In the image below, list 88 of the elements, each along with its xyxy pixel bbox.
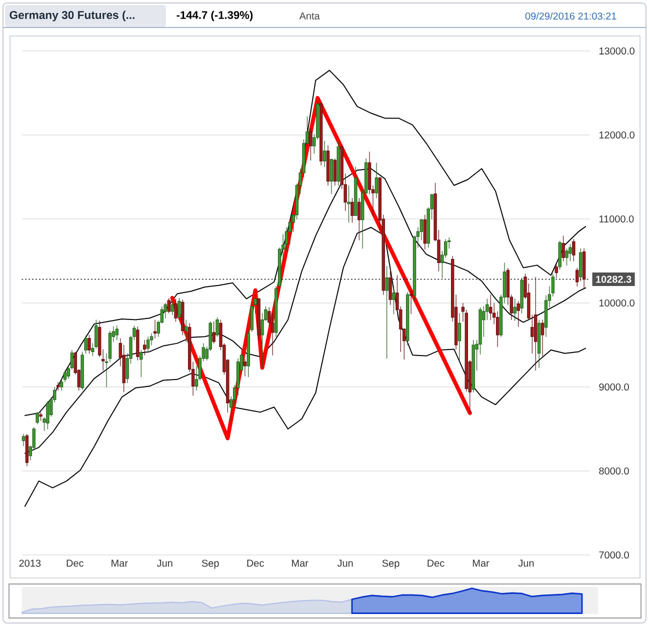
ref-line-label: 10282.3 — [596, 276, 632, 283]
candlestick — [330, 159, 334, 194]
candlestick — [538, 319, 541, 368]
candlestick — [115, 325, 119, 340]
candlestick — [36, 412, 39, 424]
candlestick — [174, 298, 178, 322]
candlestick — [540, 319, 544, 356]
candlestick — [88, 334, 91, 354]
y-tick-label: 8000.0 — [599, 467, 629, 475]
candlestick — [25, 434, 29, 466]
candlestick — [216, 316, 219, 337]
x-tick-label: 2013 — [19, 560, 41, 567]
x-tick-label: Dec — [66, 560, 84, 567]
candlestick — [184, 319, 188, 342]
candlestick — [423, 214, 426, 250]
candlestick — [558, 240, 562, 270]
x-tick-label: Mar — [292, 560, 308, 567]
y-tick-label: 11000.0 — [599, 215, 634, 223]
candlestick — [350, 198, 354, 223]
candlestick — [146, 336, 150, 352]
candlestick — [409, 290, 413, 314]
candlestick — [98, 320, 102, 358]
candlestick — [534, 276, 538, 370]
line-series — [24, 226, 586, 507]
candlestick — [554, 264, 558, 278]
candlestick — [333, 158, 337, 186]
chart-title: Germany 30 Futures (... — [10, 10, 134, 22]
text: 09/29/2016 21:03:21 — [525, 12, 616, 20]
x-tick-label: Dec — [247, 560, 264, 567]
candlestick — [472, 340, 475, 392]
x-tick-label: Jun — [156, 560, 172, 567]
candlestick — [358, 198, 361, 240]
y-tick-label: 10000.0 — [599, 299, 634, 307]
candlestick — [309, 128, 312, 160]
candlestick — [178, 298, 181, 320]
candlestick — [136, 326, 140, 360]
candlestick — [406, 292, 410, 346]
candlestick — [336, 141, 340, 186]
y-tick-label: 7000.0 — [599, 551, 629, 559]
candlestick — [562, 235, 565, 262]
candlestick — [576, 267, 579, 286]
candlestick — [516, 301, 520, 327]
candlestick — [167, 298, 170, 314]
candlestick — [388, 269, 392, 305]
x-tick-label: Jun — [518, 560, 534, 567]
candlestick — [572, 238, 576, 262]
text: -144.7 (-1.39%) — [176, 10, 253, 22]
candlestick — [84, 335, 88, 354]
candlestick — [489, 294, 492, 320]
candlestick — [22, 434, 26, 446]
candlestick — [582, 248, 586, 288]
candlestick — [257, 298, 260, 340]
x-tick-label: Dec — [428, 560, 444, 567]
candlestick — [243, 358, 247, 376]
candlestick — [170, 301, 174, 316]
text: Anta — [299, 12, 320, 20]
candlestick — [385, 266, 388, 359]
candlestick — [181, 299, 184, 336]
candlestick — [101, 348, 105, 370]
candlestick — [212, 321, 216, 344]
candlestick — [322, 140, 326, 168]
x-tick-label: Sep — [202, 560, 219, 569]
candlestick — [56, 382, 60, 391]
y-tick-label: 12000.0 — [599, 131, 634, 139]
candlestick — [153, 319, 157, 339]
candlestick — [46, 400, 50, 430]
candlestick — [140, 350, 143, 378]
candlestick — [520, 277, 524, 314]
candlestick — [568, 244, 572, 262]
x-tick-label: Sep — [382, 560, 400, 569]
y-tick-label: 13000.0 — [599, 47, 634, 55]
y-tick-label: 9000.0 — [599, 383, 629, 391]
candlestick — [80, 351, 84, 390]
candlestick — [579, 248, 582, 282]
candlestick — [354, 166, 358, 216]
x-tick-label: Jun — [337, 560, 353, 567]
x-tick-label: Mar — [112, 560, 128, 567]
candlestick — [143, 340, 146, 356]
candlestick — [39, 412, 42, 421]
candlestick — [565, 248, 568, 266]
candlestick — [392, 286, 396, 314]
x-tick-label: Mar — [472, 560, 490, 567]
candlestick — [458, 312, 462, 362]
candlestick — [326, 144, 330, 186]
candlestick — [246, 330, 250, 378]
candlestick — [513, 298, 516, 321]
candlestick — [320, 102, 323, 166]
candlestick — [374, 162, 378, 198]
